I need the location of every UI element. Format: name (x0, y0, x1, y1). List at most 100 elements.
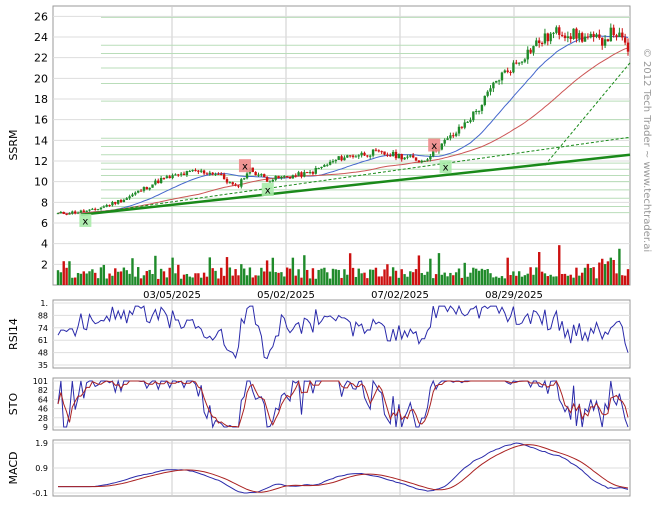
candle-body (300, 172, 303, 177)
candle-body (291, 175, 295, 179)
price-panel-label: SSRM (7, 129, 20, 160)
volume-bar (297, 269, 300, 285)
volume-bar (420, 273, 423, 285)
candle-body (552, 32, 555, 34)
candle-body (119, 200, 123, 203)
candle-body (220, 173, 223, 175)
volume-bar (237, 275, 240, 285)
candle-body (271, 179, 275, 182)
volume-bar (472, 267, 475, 285)
price-tick-label: 12 (34, 155, 48, 168)
volume-bar (380, 276, 383, 285)
candle-body (114, 201, 117, 204)
candle-body (137, 190, 140, 193)
price-tick-label: 18 (34, 93, 48, 106)
candle-body (500, 72, 504, 81)
volume-bar (517, 271, 521, 285)
candle-body (159, 177, 163, 184)
price-tick-label: 2 (41, 258, 48, 271)
candle-body (529, 49, 532, 53)
volume-bar (88, 271, 91, 285)
volume-bar (108, 273, 111, 285)
candle-body (68, 213, 71, 215)
candle-body (59, 211, 63, 214)
volume-bar (452, 275, 455, 285)
volume-bar (82, 271, 85, 285)
volume-bar (538, 252, 541, 285)
candle-body (589, 33, 592, 38)
candle-body (595, 34, 598, 37)
x-date-label: 08/29/2025 (485, 290, 543, 301)
candle-body (222, 174, 226, 180)
volume-bar (96, 278, 100, 285)
volume-bar (56, 270, 60, 285)
volume-bar (62, 261, 65, 285)
volume-bar (343, 269, 346, 285)
candle-body (245, 173, 249, 179)
volume-bar (308, 278, 312, 285)
candle-body (357, 155, 360, 157)
candle-body (351, 155, 355, 157)
candle-body (483, 95, 486, 105)
volume-bar (623, 275, 627, 285)
volume-bar (495, 276, 498, 285)
rsi-tick-label: 61 (38, 336, 48, 345)
volume-bar (618, 248, 621, 285)
volume-bar (497, 277, 501, 285)
volume-bar (328, 278, 332, 285)
candle-body (62, 211, 65, 214)
candle-body (601, 37, 604, 46)
volume-bar (79, 273, 83, 285)
candle-body (486, 91, 489, 96)
candle-body (283, 176, 286, 178)
volume-bar (411, 272, 415, 285)
candle-body (165, 176, 169, 179)
candle-body (305, 172, 309, 174)
candle-body (79, 210, 83, 213)
volume-bar (340, 277, 343, 285)
candle-body (583, 36, 587, 42)
candle-body (526, 49, 529, 60)
volume-bar (391, 267, 395, 285)
candle-body (566, 36, 570, 39)
candle-body (426, 159, 429, 161)
main-trendline (80, 153, 631, 216)
candle-body (563, 35, 567, 39)
sto-tick-label: 82 (38, 386, 48, 395)
candle-body (472, 111, 475, 121)
candle-body (391, 151, 395, 156)
candle-body (509, 71, 512, 73)
candle-body (377, 150, 381, 152)
volume-bar (346, 274, 349, 285)
volume-bar (326, 272, 329, 285)
volume-bar (151, 274, 154, 285)
candle-body (371, 149, 375, 156)
volume-bar (285, 267, 289, 285)
candle-body (411, 155, 415, 158)
volume-bar (191, 277, 194, 285)
volume-bar (592, 267, 595, 285)
candle-body (274, 175, 277, 180)
secondary-trendline (80, 136, 631, 216)
candle-body (389, 155, 392, 157)
candle-body (403, 157, 406, 160)
volume-bar (148, 269, 151, 285)
ma-fast-line (57, 35, 629, 214)
pivot-marker-box (79, 213, 92, 227)
price-tick-label: 10 (34, 176, 48, 189)
candle-body (211, 172, 214, 175)
candle-body (134, 192, 137, 195)
candle-body (360, 152, 363, 156)
candle-body (495, 80, 498, 83)
volume-bar (563, 273, 567, 285)
candle-body (346, 155, 349, 158)
volume-bar (601, 258, 604, 285)
volume-bar (360, 273, 363, 285)
price-panel (52, 5, 631, 286)
candle-body (171, 175, 174, 179)
volume-bar (580, 272, 584, 285)
price-tick-label: 24 (34, 31, 48, 44)
candle-body (569, 36, 572, 39)
volume-bar (466, 276, 469, 285)
candle-body (549, 33, 552, 42)
